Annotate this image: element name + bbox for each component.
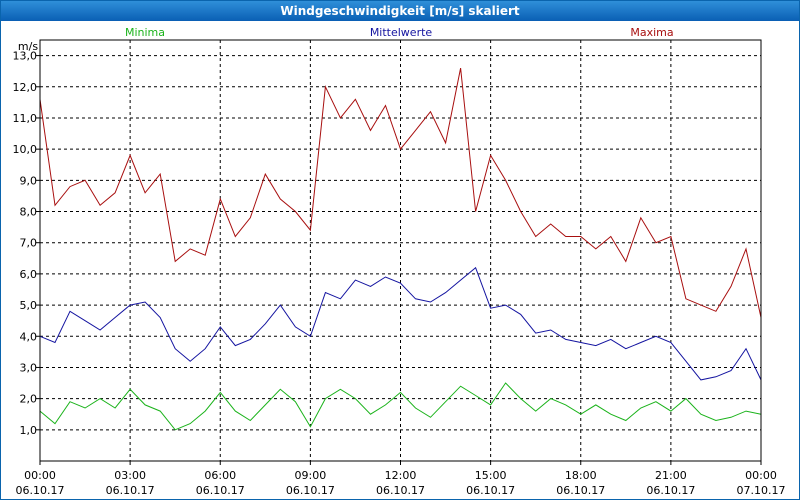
grid-layer — [40, 40, 761, 461]
y-tick-label: 6,0 — [20, 268, 38, 281]
x-tick-date: 06.10.17 — [16, 484, 65, 497]
x-tick-time: 18:00 — [565, 469, 597, 482]
series-line-minima — [39, 382, 762, 431]
x-tick-time: 12:00 — [385, 469, 417, 482]
y-axis-unit: m/s — [18, 40, 38, 53]
series-line-mittelwerte — [39, 266, 762, 381]
y-tick-label: 7,0 — [20, 237, 38, 250]
x-tick-time: 03:00 — [114, 469, 146, 482]
y-tick-label: 13,0 — [13, 50, 38, 63]
y-tick-label: 1,0 — [20, 424, 38, 437]
x-tick-date: 06.10.17 — [376, 484, 425, 497]
x-tick-time: 00:00 — [24, 469, 56, 482]
x-tick-date: 06.10.17 — [646, 484, 695, 497]
x-tick-time: 09:00 — [295, 469, 327, 482]
series-line-maxima — [39, 68, 762, 318]
series-layer — [39, 68, 762, 431]
x-tick-time: 15:00 — [475, 469, 507, 482]
x-tick-date: 06.10.17 — [286, 484, 335, 497]
y-tick-label: 10,0 — [13, 143, 38, 156]
x-tick-date: 06.10.17 — [556, 484, 605, 497]
legend-minima: Minima — [125, 26, 165, 39]
x-tick-date: 06.10.17 — [466, 484, 515, 497]
window-title: Windgeschwindigkeit [m/s] skaliert — [1, 1, 799, 21]
x-tick-date: 06.10.17 — [106, 484, 155, 497]
legend-maxima: Maxima — [630, 26, 673, 39]
y-tick-label: 3,0 — [20, 361, 38, 374]
axis-layer: 1,0 2,0 3,0 4,0 5,0 6,0 7,0 8,0 9,0 10,0 11,0 12,0 1… — [13, 50, 786, 497]
y-tick-label: 12,0 — [13, 81, 38, 94]
y-tick-label: 8,0 — [20, 206, 38, 219]
y-tick-label: 2,0 — [20, 393, 38, 406]
legend-mittelwerte: Mittelwerte — [370, 26, 433, 39]
x-tick-time: 21:00 — [655, 469, 687, 482]
y-tick-label: 4,0 — [20, 330, 38, 343]
y-tick-label: 5,0 — [20, 299, 38, 312]
plot-area-border — [39, 39, 762, 462]
x-tick-date: 07.10.17 — [737, 484, 786, 497]
x-tick-time: 00:00 — [745, 469, 777, 482]
y-tick-label: 9,0 — [20, 174, 38, 187]
y-tick-label: 11,0 — [13, 112, 38, 125]
x-tick-time: 06:00 — [204, 469, 236, 482]
x-tick-date: 06.10.17 — [196, 484, 245, 497]
